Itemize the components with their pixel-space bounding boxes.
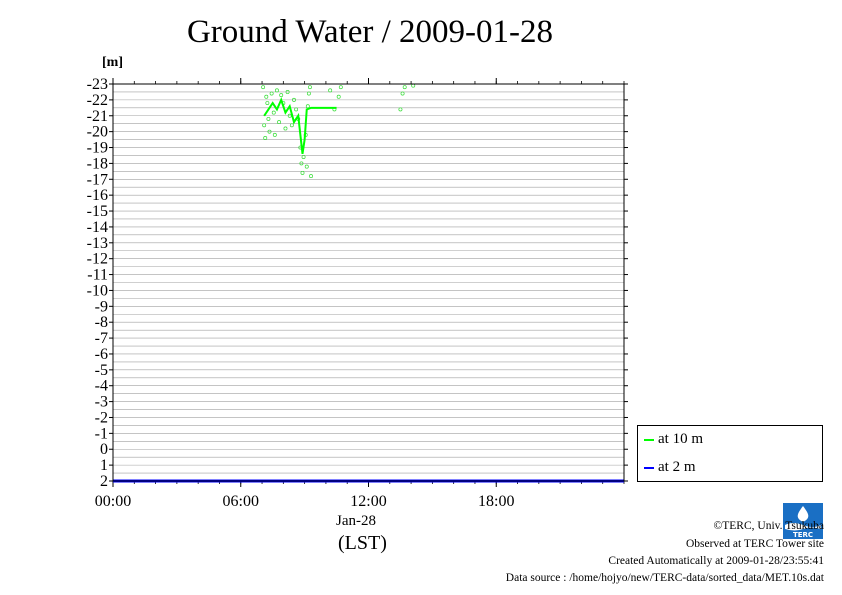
legend-label: at 10 m (658, 431, 703, 447)
scatter-point-at-10m (336, 94, 341, 99)
scatter-point-at-10m (304, 164, 309, 169)
y-tick-label: -4 (95, 378, 108, 395)
x-tick-label: 18:00 (478, 493, 514, 510)
scatter-point-at-10m (277, 120, 282, 125)
y-tick-label: -19 (87, 140, 108, 157)
scatter-point-at-10m (398, 107, 403, 112)
footer-created: Created Automatically at 2009-01-28/23:5… (608, 555, 824, 567)
scatter-point-at-10m (274, 88, 279, 93)
y-tick-label: 0 (100, 441, 108, 458)
scatter-point-at-10m (301, 155, 306, 159)
scatter-point-at-10m (264, 94, 269, 99)
x-tick-label: 12:00 (350, 493, 386, 510)
y-tick-label: -11 (87, 267, 108, 284)
y-tick-label: 1 (100, 457, 108, 474)
scatter-point-at-10m (400, 91, 405, 96)
scatter-point-at-10m (266, 116, 271, 121)
scatter-point-at-10m (272, 132, 277, 137)
y-tick-label: -15 (87, 203, 108, 220)
scatter-point-at-10m (292, 97, 296, 102)
y-tick-label: -14 (87, 219, 108, 236)
x-tick-label: 06:00 (223, 493, 259, 510)
x-tick-label: 00:00 (95, 493, 131, 510)
scatter-point-at-10m (283, 126, 288, 131)
legend-swatch-blue (644, 466, 654, 469)
x-axis-timezone-label: (LST) (338, 532, 387, 554)
legend-swatch-green (644, 438, 654, 441)
y-tick-label: -7 (95, 330, 108, 347)
scatter-point-at-10m (265, 101, 270, 106)
scatter-point-at-10m (300, 170, 305, 175)
scatter-point-at-10m (263, 136, 268, 140)
x-axis-date-label: Jan-28 (336, 513, 376, 529)
scatter-point-at-10m (402, 85, 407, 90)
y-tick-label: 2 (100, 473, 108, 490)
series-line-at-10-m (263, 97, 337, 155)
y-tick-label: -23 (87, 76, 108, 93)
y-tick-label: -22 (87, 92, 108, 109)
scatter-point-at-10m (309, 174, 313, 179)
scatter-point-at-10m (279, 93, 284, 98)
scatter-point-at-10m (285, 89, 290, 94)
y-tick-label: -20 (87, 124, 108, 141)
scatter-point-at-10m (289, 123, 294, 128)
y-tick-label: -13 (87, 235, 108, 252)
y-axis-unit-label: [m] (102, 55, 123, 70)
y-tick-label: -17 (87, 171, 108, 188)
chart-legend: at 10 m at 2 m (637, 425, 823, 482)
grid-lines (113, 83, 624, 482)
legend-item-at-2m: at 2 m (644, 459, 696, 479)
scatter-point-at-10m (261, 85, 266, 90)
y-tick-label: -8 (95, 314, 108, 331)
logo-text: TERC (793, 531, 813, 539)
scatter-point-at-10m (338, 85, 343, 90)
scatter-point-at-10m (267, 129, 272, 134)
y-tick-label: -5 (95, 362, 108, 379)
footer-source: Data source : /home/hojyo/new/TERC-data/… (505, 572, 824, 584)
y-axis-ticks: -23-22-21-20-19-18-17-16-15-14-13-12-11-… (87, 76, 628, 490)
x-axis-ticks: 00:00 06:00 12:00 18:00 (95, 78, 625, 510)
footer-copyright: ©TERC, Univ. Tsukuba (713, 520, 824, 532)
scatter-point-at-10m (262, 123, 267, 128)
scatter-point-at-10m (299, 161, 304, 166)
plot-frame (112, 83, 625, 482)
chart-title: Ground Water / 2009-01-28 (186, 14, 554, 50)
legend-label: at 2 m (658, 459, 696, 475)
scatter-point-at-10m (294, 107, 299, 112)
y-tick-label: -9 (95, 298, 108, 315)
y-tick-label: -16 (87, 187, 108, 204)
scatter-point-at-10m (328, 88, 333, 93)
scatter-point-at-10m (307, 85, 312, 90)
scatter-point-at-10m (305, 104, 310, 109)
y-tick-label: -3 (95, 394, 108, 411)
y-tick-label: -10 (87, 282, 108, 299)
scatter-point-at-10m (271, 110, 276, 115)
scatter-point-at-10m (269, 91, 274, 96)
footer-observed: Observed at TERC Tower site (685, 538, 824, 550)
y-tick-label: -1 (95, 425, 108, 442)
scatter-point-at-10m (306, 91, 311, 96)
y-tick-label: -18 (87, 155, 108, 172)
y-tick-label: -12 (87, 251, 108, 268)
y-tick-label: -2 (95, 409, 108, 426)
y-tick-label: -21 (87, 108, 108, 125)
legend-item-at-10m: at 10 m (644, 431, 703, 451)
terc-logo-icon: TERC (783, 503, 823, 539)
y-tick-label: -6 (95, 346, 108, 363)
